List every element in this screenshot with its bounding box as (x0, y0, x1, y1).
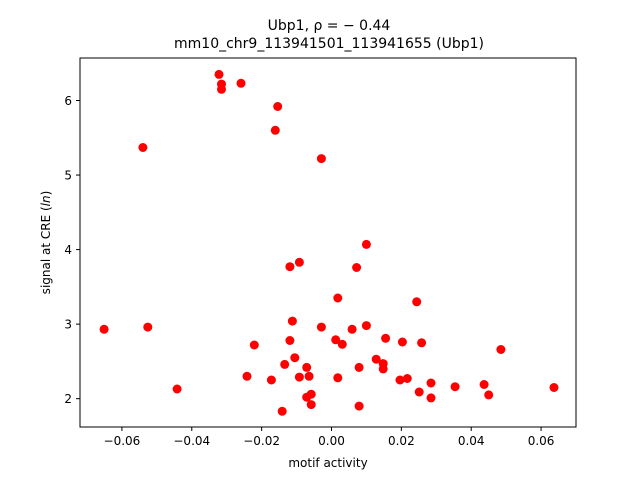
data-point-47 (417, 338, 427, 348)
data-point-8 (242, 371, 252, 381)
x-tick-label-3: 0.00 (318, 434, 345, 448)
points-layer (99, 69, 559, 416)
x-tick-label-1: −0.04 (173, 434, 210, 448)
data-point-28 (331, 335, 341, 345)
data-point-35 (354, 401, 364, 411)
data-point-18 (290, 353, 300, 363)
data-point-43 (397, 337, 407, 347)
data-point-20 (294, 372, 304, 382)
data-point-51 (479, 380, 489, 389)
data-point-54 (549, 383, 559, 392)
data-point-24 (306, 400, 316, 410)
data-point-29 (333, 293, 343, 303)
data-point-9 (249, 340, 259, 350)
data-point-4 (214, 69, 224, 79)
data-point-32 (347, 324, 357, 334)
data-point-14 (280, 359, 290, 369)
data-point-48 (426, 378, 436, 388)
x-tick-label-6: 0.06 (528, 434, 555, 448)
data-point-22 (302, 362, 312, 372)
x-tick-label-4: 0.02 (388, 434, 415, 448)
data-point-12 (273, 102, 283, 111)
x-tick-label-2: −0.02 (243, 434, 280, 448)
data-point-37 (361, 321, 371, 331)
x-axis-label: motif activity (288, 456, 367, 470)
data-point-3 (172, 384, 182, 394)
data-point-41 (381, 333, 391, 343)
data-point-31 (337, 339, 347, 349)
data-point-10 (266, 375, 276, 385)
y-axis-label-suffix: ) (39, 191, 53, 196)
data-point-6 (217, 84, 226, 94)
y-tick-label-2: 4 (64, 243, 72, 257)
y-axis-label-italic: ln (39, 195, 53, 206)
x-tick-label-0: −0.06 (104, 434, 141, 448)
data-point-2 (143, 322, 153, 332)
data-point-25 (306, 389, 316, 399)
data-point-40 (378, 359, 388, 369)
data-point-52 (484, 390, 494, 400)
data-point-1 (138, 143, 148, 152)
data-point-45 (412, 297, 422, 307)
y-tick-label-0: 2 (64, 392, 72, 406)
data-point-42 (395, 375, 405, 385)
data-point-0 (99, 324, 109, 334)
data-point-50 (450, 382, 460, 392)
data-point-26 (316, 154, 326, 164)
data-point-44 (402, 374, 412, 383)
data-point-11 (270, 125, 280, 135)
data-point-16 (285, 262, 295, 272)
y-axis-label: signal at CRE (ln) (39, 191, 53, 295)
y-tick-label-1: 3 (64, 318, 72, 332)
data-point-19 (294, 257, 304, 267)
data-point-13 (277, 406, 287, 416)
y-axis-label-prefix: signal at CRE ( (39, 206, 53, 294)
data-point-46 (414, 387, 424, 397)
chart-title-line1: Ubp1, ρ = − 0.44 (268, 18, 391, 34)
data-point-7 (236, 78, 246, 88)
y-tick-label-4: 6 (64, 94, 72, 108)
data-point-34 (354, 362, 364, 372)
plot-frame (79, 57, 577, 428)
x-axis-ticks: −0.06 −0.04 −0.02 0.00 0.02 0.04 0.06 (104, 427, 555, 448)
data-point-38 (371, 354, 381, 364)
chart-title-line2: mm10_chr9_113941501_113941655 (Ubp1) (174, 36, 484, 52)
data-point-23 (304, 371, 314, 381)
y-axis-ticks: 2 3 4 5 6 (64, 94, 80, 406)
data-point-17 (287, 316, 297, 326)
data-point-15 (285, 336, 295, 345)
data-point-53 (496, 345, 506, 354)
data-point-27 (316, 322, 326, 332)
data-point-30 (333, 373, 343, 383)
data-point-33 (352, 263, 362, 272)
data-point-36 (361, 239, 371, 249)
x-tick-label-5: 0.04 (458, 434, 485, 448)
data-point-49 (426, 393, 436, 403)
y-tick-label-3: 5 (64, 169, 72, 183)
